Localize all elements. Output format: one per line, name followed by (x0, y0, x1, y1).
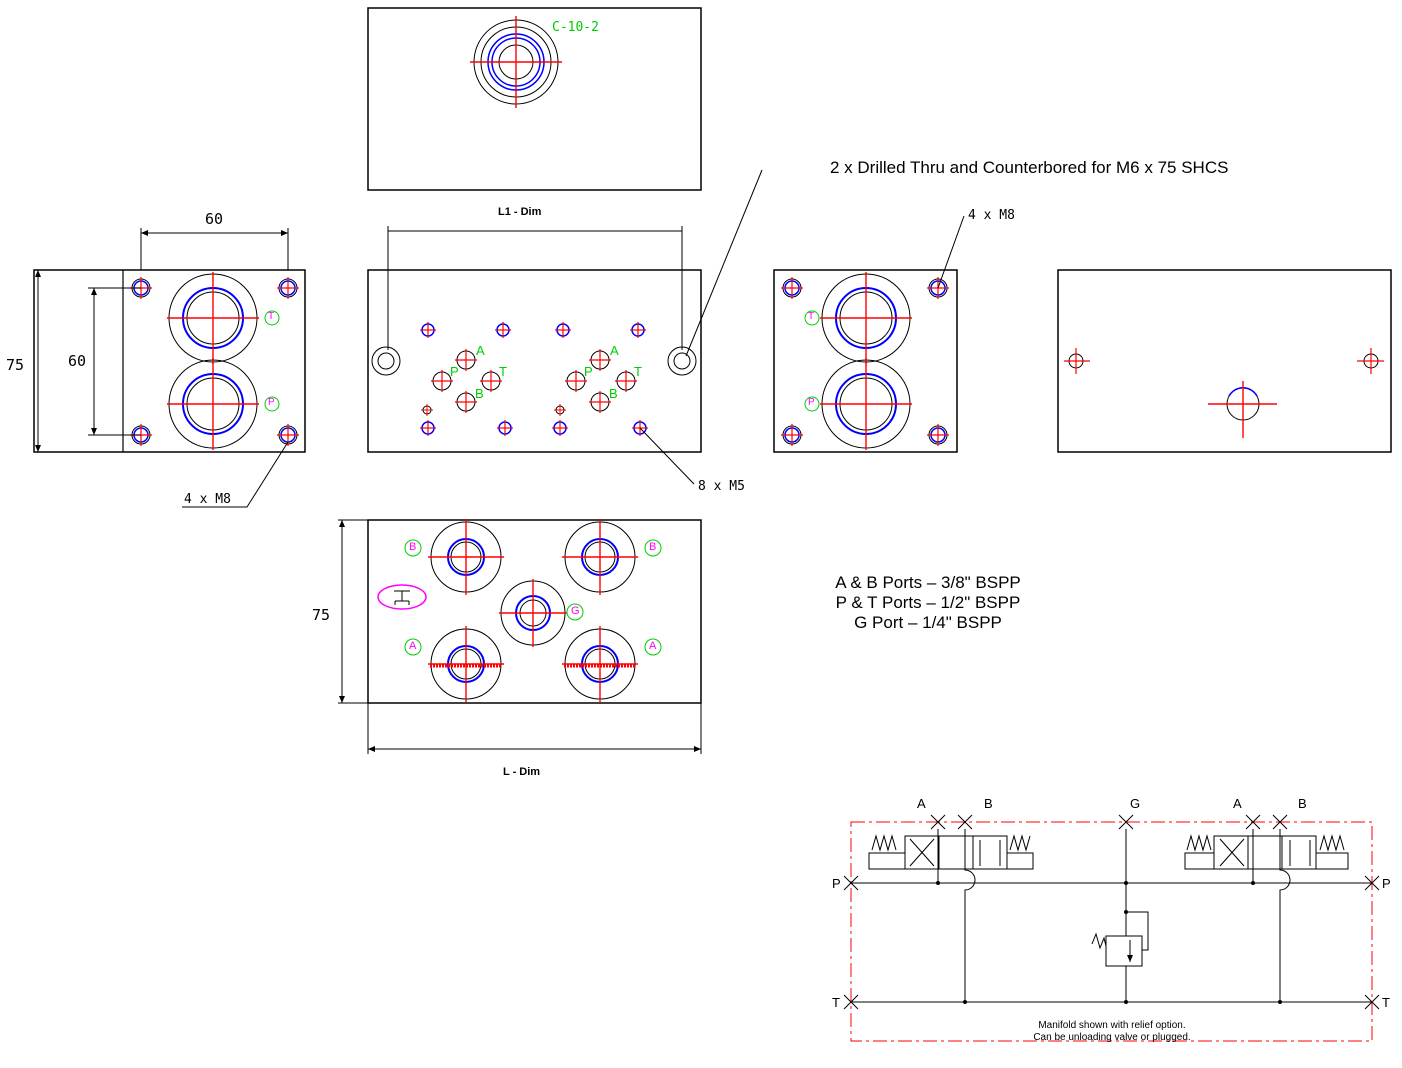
schem-label-t: T (1382, 995, 1390, 1010)
hydraulic-schematic (843, 814, 1380, 1042)
port-label-b: B (609, 386, 618, 401)
port-label-t: T (634, 364, 642, 379)
m8-callout-right: 4 x M8 (968, 208, 1015, 223)
spec-ab: A & B Ports – 3/8" BSPP (835, 573, 1021, 592)
port-label-p: P (450, 364, 459, 379)
m8-callout-left: 4 x M8 (184, 492, 231, 507)
side2-port-p: P (808, 397, 815, 408)
inner-dim-label: 60 (68, 352, 87, 370)
side2-port-t: T (808, 311, 815, 322)
top-view (367, 7, 702, 191)
schem-label-p: P (832, 876, 841, 891)
side-port-t: T (268, 311, 275, 322)
bottom-port-g: G (571, 605, 580, 617)
port-specs: A & B Ports – 3/8" BSPP P & T Ports – 1/… (810, 573, 1046, 633)
schem-label-b: B (984, 796, 993, 811)
port-label-a: A (476, 343, 485, 358)
schematic-note: Manifold shown with relief option. Can b… (990, 1020, 1234, 1044)
schem-label-g: G (1130, 796, 1141, 811)
height-dim-label: 75 (6, 356, 25, 374)
bottom-port-b: B (409, 541, 417, 553)
spec-pt: P & T Ports – 1/2" BSPP (835, 593, 1021, 612)
note-line: Manifold shown with relief option. (1038, 1020, 1186, 1031)
port-label-t: T (499, 364, 507, 379)
schem-label-p: P (1382, 876, 1391, 891)
m5-callout: 8 x M5 (698, 479, 745, 494)
schem-label-b: B (1298, 796, 1307, 811)
schem-label-a: A (917, 796, 926, 811)
drilled-callout: 2 x Drilled Thru and Counterbored for M6… (830, 158, 1229, 177)
l1-dimension (387, 226, 683, 350)
l-dim-label: L - Dim (503, 766, 541, 778)
schem-label-a: A (1233, 796, 1242, 811)
bottom-port-a: A (649, 640, 657, 652)
front-height-dim-label: 75 (312, 606, 331, 624)
port-label-b: B (475, 386, 484, 401)
back-view (1057, 269, 1392, 453)
bottom-port-a: A (409, 640, 417, 652)
port-label-a: A (610, 343, 619, 358)
width-dim-label: 60 (205, 210, 224, 228)
bottom-port-b: B (649, 541, 657, 553)
left-side-view (33, 228, 306, 508)
bottom-view (338, 518, 702, 754)
l1-dim-label: L1 - Dim (498, 206, 542, 218)
side-port-p: P (268, 397, 275, 408)
spec-g: G Port – 1/4" BSPP (854, 613, 1002, 632)
port-label-p: P (584, 364, 593, 379)
cartridge-label: C-10-2 (552, 20, 599, 35)
front-view (367, 169, 763, 485)
note-line: Can be unloading valve or plugged. (1033, 1032, 1191, 1043)
schem-label-t: T (832, 995, 840, 1010)
right-side-view (773, 215, 965, 453)
